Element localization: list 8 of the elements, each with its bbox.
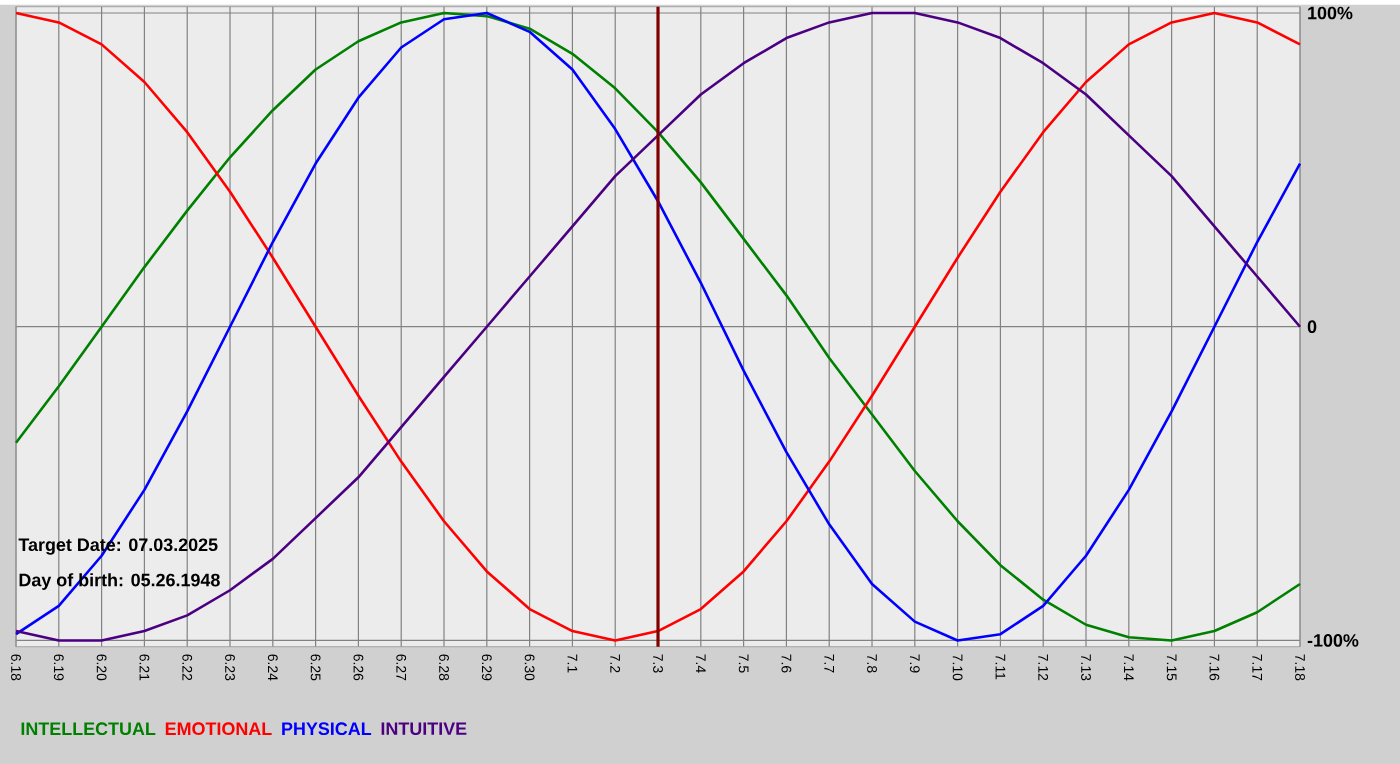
text: PHYSICAL <box>282 722 372 735</box>
text: EMOTIONAL <box>165 722 272 735</box>
y-tick-label: 100% <box>1308 6 1353 19</box>
line-series <box>14 11 1302 642</box>
text: INTELLECTUAL <box>21 722 156 735</box>
y-tick-label: 0 <box>1307 320 1317 333</box>
y-tick-label: -100% <box>1307 633 1359 647</box>
text: INTUITIVE <box>381 722 467 735</box>
